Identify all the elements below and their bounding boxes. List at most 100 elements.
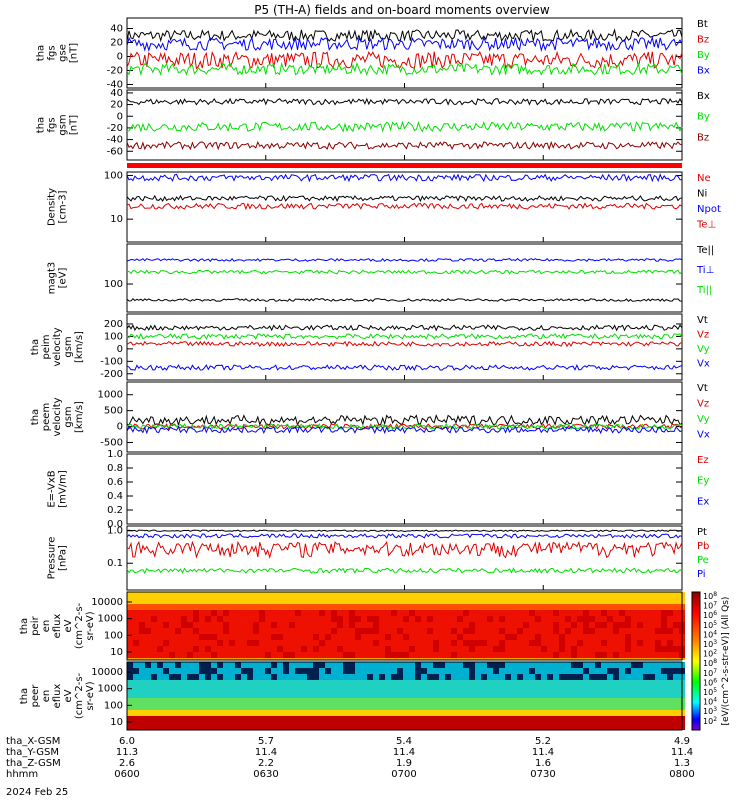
heatmap-cell (403, 628, 409, 634)
heatmap-cell (559, 668, 565, 674)
heatmap-cell (217, 698, 223, 704)
heatmap-cell (301, 652, 307, 658)
heatmap-cell (463, 680, 469, 686)
plot-title: P5 (TH-A) fields and on-board moments ov… (254, 3, 550, 17)
heatmap-cell (223, 610, 229, 616)
series-line-Vt (126, 324, 683, 332)
heatmap-cell (187, 604, 193, 610)
heatmap-cell (613, 704, 619, 710)
heatmap-cell (655, 622, 661, 628)
heatmap-cell (361, 686, 367, 692)
heatmap-cell (595, 640, 601, 646)
heatmap-cell (535, 680, 541, 686)
heatmap-cell (223, 668, 229, 674)
heatmap-cell (151, 674, 157, 680)
heatmap-cell (223, 698, 229, 704)
panel-ylabel: tha peir en eflux eV (cm^2-s-sr-eV) (19, 602, 96, 649)
heatmap-cell (319, 668, 325, 674)
heatmap-cell (241, 710, 247, 716)
heatmap-cell (391, 610, 397, 616)
heatmap-cell (415, 662, 421, 668)
heatmap-cell (223, 628, 229, 634)
heatmap-cell (487, 686, 493, 692)
heatmap-cell (181, 634, 187, 640)
heatmap-cell (187, 710, 193, 716)
heatmap-cell (649, 710, 655, 716)
heatmap-cell (511, 622, 517, 628)
heatmap-cell (289, 652, 295, 658)
heatmap-cell (349, 722, 355, 728)
heatmap-cell (619, 728, 625, 730)
heatmap-cell (379, 610, 385, 616)
series-line-Vx (126, 363, 683, 372)
heatmap-cell (367, 728, 373, 730)
heatmap-cell (589, 728, 595, 730)
heatmap-cell (607, 728, 613, 730)
heatmap-cell (559, 704, 565, 710)
heatmap-cell (661, 598, 667, 604)
heatmap-cell (559, 722, 565, 728)
heatmap-cell (427, 616, 433, 622)
series-line-Te|| (126, 297, 683, 303)
heatmap-cell (403, 604, 409, 610)
heatmap-cell (169, 628, 175, 634)
heatmap-cell (277, 652, 283, 658)
heatmap-cell (145, 728, 151, 730)
heatmap-cell (283, 592, 289, 598)
heatmap-cell (349, 662, 355, 668)
heatmap-cell (553, 628, 559, 634)
heatmap-cell (463, 598, 469, 604)
heatmap-cell (247, 728, 253, 730)
heatmap-cell (133, 692, 139, 698)
heatmap-cell (373, 692, 379, 698)
ytick-label: 100 (104, 331, 123, 342)
heatmap-cell (331, 674, 337, 680)
heatmap-cell (493, 698, 499, 704)
heatmap-cell (451, 646, 457, 652)
heatmap-cell (451, 674, 457, 680)
heatmap-cell (415, 692, 421, 698)
heatmap-cell (313, 640, 319, 646)
heatmap-cell (673, 646, 679, 652)
heatmap-cell (181, 598, 187, 604)
heatmap-cell (247, 674, 253, 680)
heatmap-cell (241, 674, 247, 680)
heatmap-cell (535, 686, 541, 692)
heatmap-cell (247, 722, 253, 728)
heatmap-cell (229, 716, 235, 722)
colorbar-label: [eV/(cm^2-s-str-eV)] (All Qs) (721, 597, 731, 726)
heatmap-cell (421, 622, 427, 628)
heatmap-cell (559, 598, 565, 604)
panel-frame (126, 313, 683, 381)
heatmap-cell (169, 658, 175, 660)
heatmap-cell (409, 658, 415, 660)
heatmap-cell (283, 728, 289, 730)
heatmap-cell (421, 668, 427, 674)
heatmap-cell (463, 710, 469, 716)
heatmap-cell (415, 592, 421, 598)
ylabel-line: sr-eV) (85, 611, 96, 640)
heatmap-cell (571, 692, 577, 698)
heatmap-cell (397, 628, 403, 634)
heatmap-cell (487, 728, 493, 730)
ytick-label: -20 (107, 66, 123, 77)
heatmap-cell (511, 598, 517, 604)
heatmap-cell (523, 704, 529, 710)
heatmap-cell (325, 658, 331, 660)
heatmap-cell (511, 592, 517, 598)
heatmap-cell (139, 692, 145, 698)
heatmap-cell (409, 710, 415, 716)
heatmap-cell (211, 662, 217, 668)
heatmap-cell (553, 598, 559, 604)
heatmap-cell (235, 652, 241, 658)
heatmap-cell (445, 698, 451, 704)
heatmap-cell (211, 668, 217, 674)
heatmap-cell (517, 668, 523, 674)
heatmap-cell (319, 710, 325, 716)
panel-ylabel: E=-VxB [mV/m] (47, 470, 69, 508)
heatmap-cell (589, 640, 595, 646)
heatmap-cell (151, 716, 157, 722)
heatmap-cell (583, 716, 589, 722)
ylabel-line: peem (41, 403, 52, 431)
heatmap-cell (397, 674, 403, 680)
